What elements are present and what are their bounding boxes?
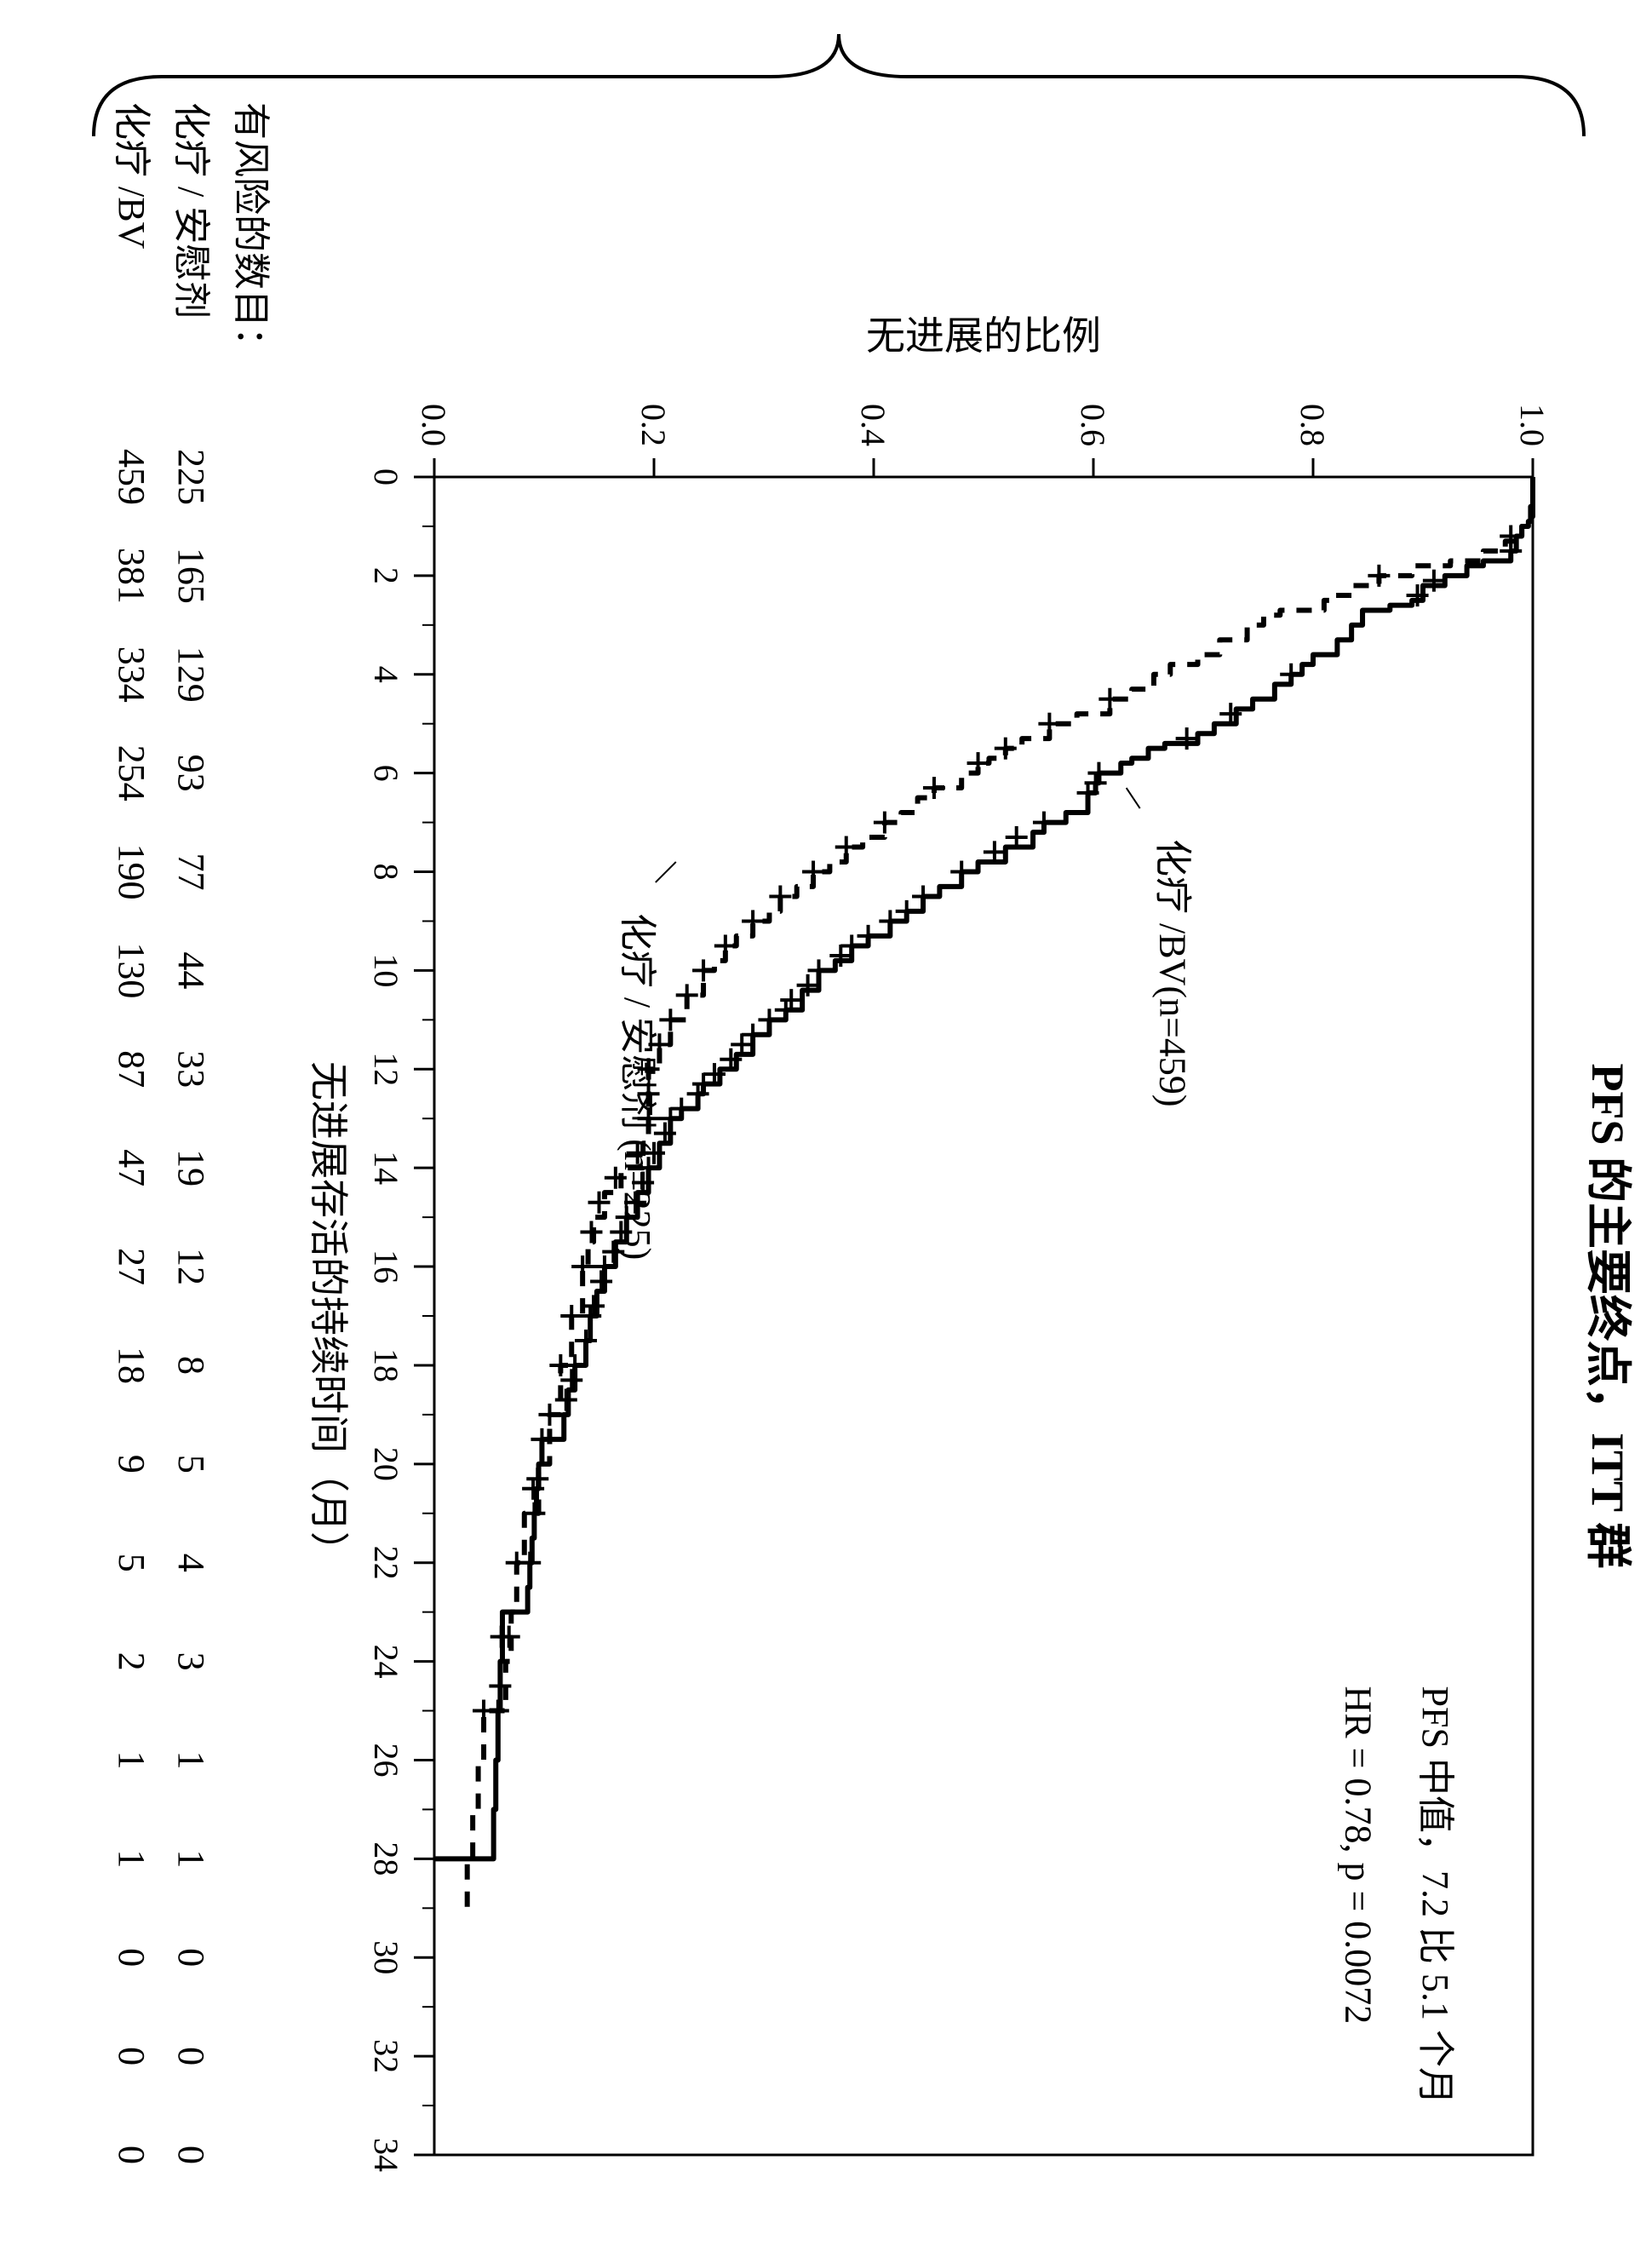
risk-cell: 1 <box>170 1849 212 1868</box>
ytick-label: 1.0 <box>1513 404 1552 446</box>
chart-title: PFS 的主要终点，ITT 群 <box>1582 1063 1633 1568</box>
risk-row-label: 化疗 /BV <box>111 102 152 250</box>
xtick-label: 18 <box>367 1348 405 1382</box>
risk-cell: 0 <box>111 2047 152 2065</box>
risk-cell: 0 <box>170 2146 212 2164</box>
xtick-label: 16 <box>367 1250 405 1284</box>
xtick-label: 28 <box>367 1841 405 1876</box>
risk-cell: 2 <box>111 1652 152 1671</box>
risk-cell: 5 <box>170 1455 212 1474</box>
risk-cell: 3 <box>170 1652 212 1671</box>
risk-cell: 190 <box>111 844 152 900</box>
risk-cell: 129 <box>170 646 212 703</box>
ytick-label: 0.0 <box>415 404 453 446</box>
risk-cell: 381 <box>111 548 152 604</box>
xtick-label: 34 <box>367 2138 405 2172</box>
risk-cell: 47 <box>111 1149 152 1186</box>
risk-cell: 9 <box>111 1455 152 1474</box>
risk-cell: 165 <box>170 548 212 604</box>
ytick-label: 0.4 <box>854 404 892 446</box>
placebo-label: 化疗 / 安慰剂 (n=225) <box>617 913 658 1260</box>
xtick-label: 10 <box>367 953 405 987</box>
xtick-label: 24 <box>367 1645 405 1679</box>
risk-cell: 33 <box>170 1050 212 1088</box>
ytick-label: 0.2 <box>634 404 673 446</box>
risk-cell: 18 <box>111 1347 152 1384</box>
risk-cell: 334 <box>111 646 152 703</box>
xtick-label: 8 <box>367 864 405 881</box>
risk-cell: 19 <box>170 1149 212 1186</box>
risk-table-header: 有风险的数目： <box>230 102 272 365</box>
risk-cell: 77 <box>170 853 212 891</box>
risk-cell: 0 <box>111 1948 152 1967</box>
risk-cell: 225 <box>170 449 212 505</box>
xtick-label: 20 <box>367 1447 405 1481</box>
xtick-label: 2 <box>367 567 405 584</box>
risk-cell: 8 <box>170 1356 212 1375</box>
risk-cell: 5 <box>111 1554 152 1572</box>
xtick-label: 14 <box>367 1151 405 1185</box>
ytick-label: 0.8 <box>1293 404 1332 446</box>
xtick-label: 6 <box>367 765 405 782</box>
annot-line1: PFS 中值，7.2 比 5.1 个月 <box>1414 1686 1456 2105</box>
xtick-label: 26 <box>367 1743 405 1777</box>
risk-cell: 0 <box>170 2047 212 2065</box>
risk-cell: 459 <box>111 449 152 505</box>
xtick-label: 4 <box>367 666 405 683</box>
xtick-label: 30 <box>367 1940 405 1974</box>
risk-cell: 130 <box>111 942 152 998</box>
risk-cell: 1 <box>170 1750 212 1769</box>
risk-cell: 1 <box>111 1849 152 1868</box>
xtick-label: 12 <box>367 1052 405 1086</box>
bv-label: 化疗 /BV(n=459) <box>1152 839 1194 1106</box>
ytick-label: 0.6 <box>1074 404 1112 446</box>
risk-cell: 1 <box>111 1750 152 1769</box>
risk-row-label: 化疗 / 安慰剂 <box>170 102 212 319</box>
xtick-label: 22 <box>367 1546 405 1580</box>
xtick-label: 0 <box>367 468 405 485</box>
annot-line2: HR = 0.78, p = 0.0072 <box>1338 1686 1380 2025</box>
risk-cell: 27 <box>111 1248 152 1285</box>
risk-cell: 254 <box>111 745 152 801</box>
risk-cell: 0 <box>111 2146 152 2164</box>
km-chart: PFS 的主要终点，ITT 群0246810121416182022242628… <box>0 0 1652 2252</box>
risk-cell: 12 <box>170 1248 212 1285</box>
ylabel: 无进展的比例 <box>866 314 1101 358</box>
risk-cell: 87 <box>111 1050 152 1088</box>
xtick-label: 32 <box>367 2039 405 2073</box>
risk-cell: 93 <box>170 755 212 792</box>
risk-cell: 44 <box>170 951 212 989</box>
xlabel: 无进展存活的持续时间（月） <box>307 1061 350 1571</box>
risk-cell: 0 <box>170 1948 212 1967</box>
risk-cell: 4 <box>170 1554 212 1572</box>
